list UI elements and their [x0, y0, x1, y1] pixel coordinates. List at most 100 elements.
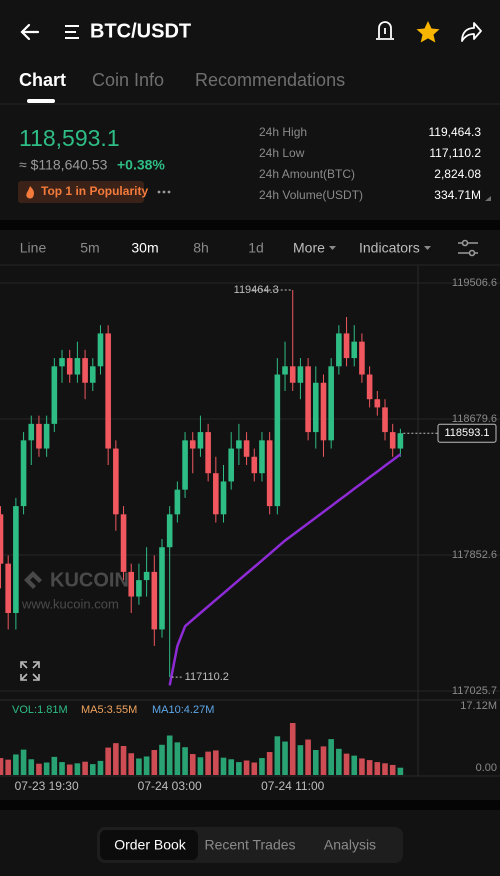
volume-bar [236, 762, 242, 775]
candle-body [374, 399, 381, 408]
volume-bar [59, 762, 65, 775]
candle-body [297, 366, 304, 383]
interval[interactable]: 30m [131, 240, 158, 256]
badge-text: Top 1 in Popularity [41, 184, 148, 198]
candle-body [82, 358, 88, 383]
dropdown-caret [424, 246, 431, 250]
volume-bar [374, 762, 381, 775]
stat-label: 24h Low [259, 146, 305, 160]
candle-body [351, 341, 358, 359]
x-tick-label: 07-24 11:00 [261, 779, 324, 793]
volume-bar [351, 755, 358, 775]
volume-bar [297, 745, 304, 775]
candle-body [366, 374, 373, 400]
candle-body [259, 440, 265, 474]
x-tick-label: 07-23 19:30 [15, 779, 79, 793]
volume-bar [243, 760, 250, 775]
candle-body [89, 366, 96, 383]
stat-value: 119,464.3 [429, 125, 482, 139]
volume-bar [336, 748, 342, 775]
more-dots[interactable] [157, 190, 171, 194]
interval[interactable]: 1d [248, 240, 264, 256]
stat-label: 24h High [259, 125, 307, 139]
candle-body [166, 514, 173, 548]
candle-body [336, 333, 342, 367]
fire-icon [26, 186, 34, 199]
volume-bar [174, 742, 181, 775]
settings-icon[interactable] [458, 239, 478, 257]
volume-bar [389, 764, 396, 775]
active-segment [100, 830, 198, 860]
candle-body [0, 514, 4, 564]
bottom-tab[interactable]: Order Book [114, 837, 187, 853]
menu-icon[interactable] [65, 25, 79, 39]
candle-body [320, 382, 327, 441]
bottom-tab[interactable]: Analysis [324, 837, 376, 853]
volume-bar [159, 744, 165, 775]
candle-body [266, 440, 273, 507]
fullscreen-icon[interactable] [20, 661, 40, 681]
volume-bar [274, 736, 281, 775]
badge[interactable] [18, 181, 144, 203]
pair-title[interactable]: BTC/USDT [90, 20, 191, 42]
candle-body [20, 440, 27, 507]
candle-body [382, 407, 388, 433]
candle-body [213, 473, 219, 515]
candle-body [51, 366, 58, 424]
candle-body [36, 423, 42, 449]
volume-bar [36, 763, 42, 775]
tab[interactable]: Recommendations [195, 70, 345, 90]
candle-body [151, 571, 158, 630]
back-button[interactable] [20, 23, 40, 41]
last-price-label: 118593.1 [444, 427, 489, 439]
volume-bar [397, 767, 404, 775]
volume-tick-label: 17.12M [460, 700, 497, 712]
watermark-text: KUCOIN [50, 569, 129, 591]
stat-value: 334.71M [434, 188, 481, 202]
candle-body [28, 423, 35, 441]
volume-bar [43, 762, 50, 775]
high-label: 119464.3 [234, 284, 279, 296]
volume-bar [251, 762, 258, 775]
volume-bar [20, 749, 27, 775]
candle-body [159, 547, 165, 630]
tab[interactable]: Chart [19, 70, 66, 90]
volume-bar [82, 761, 88, 775]
volume-bar [213, 750, 219, 775]
watermark-url: www.kucoin.com [21, 596, 119, 611]
candle-body [182, 440, 188, 490]
more-button[interactable]: More [293, 240, 325, 256]
volume-bar [366, 760, 373, 775]
interval[interactable]: 8h [193, 240, 209, 256]
candle-body [174, 489, 181, 515]
dropdown-caret [329, 246, 336, 250]
candle-body [282, 366, 288, 375]
bottom-tab[interactable]: Recent Trades [204, 837, 295, 853]
volume-bar [259, 758, 265, 775]
interval[interactable]: 5m [80, 240, 99, 256]
volume-bar [113, 743, 119, 775]
indicator-line [168, 453, 402, 686]
share-icon[interactable] [461, 22, 482, 42]
y-tick-label: 117852.6 [452, 549, 497, 561]
volume-bar [151, 750, 158, 775]
volume-bar [143, 756, 150, 775]
indicators-button[interactable]: Indicators [359, 240, 420, 256]
candle-body [43, 423, 50, 449]
watermark: KUCOIN www.kucoin.com [21, 569, 129, 611]
candle-body [274, 374, 281, 507]
y-tick-label: 117025.7 [452, 685, 497, 697]
alert-icon[interactable] [376, 21, 394, 40]
volume-bar [182, 747, 188, 775]
candle-body [5, 563, 11, 613]
volume-bar [266, 752, 273, 775]
interval[interactable]: Line [20, 240, 47, 256]
favorite-icon[interactable] [416, 21, 440, 43]
volume-bar [359, 758, 365, 775]
candle-body [305, 366, 311, 433]
candle-body [236, 440, 242, 449]
candle-body [189, 440, 196, 449]
tab[interactable]: Coin Info [92, 70, 164, 90]
volume-bar [89, 764, 96, 775]
candle-body [243, 440, 250, 457]
